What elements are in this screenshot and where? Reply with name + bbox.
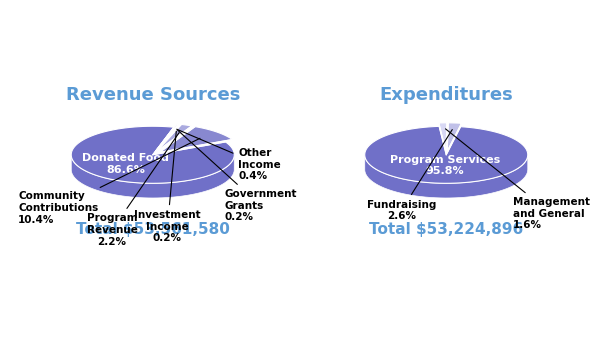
Text: 86.6%: 86.6% [106, 165, 145, 175]
Text: 95.8%: 95.8% [425, 166, 464, 176]
Polygon shape [156, 124, 180, 152]
Polygon shape [159, 127, 232, 152]
Text: Total $53,224,896: Total $53,224,896 [369, 221, 524, 237]
Text: Management
and General
1.6%: Management and General 1.6% [446, 129, 590, 230]
Polygon shape [365, 126, 528, 183]
Text: Other
Income
0.4%: Other Income 0.4% [177, 129, 281, 181]
Text: Fundraising
2.6%: Fundraising 2.6% [367, 130, 452, 221]
Text: Program
Revenue
2.2%: Program Revenue 2.2% [86, 133, 179, 247]
Polygon shape [71, 126, 234, 183]
Polygon shape [447, 123, 461, 151]
Polygon shape [365, 155, 528, 198]
Title: Expenditures: Expenditures [379, 86, 513, 104]
Text: Investment
Income
0.2%: Investment Income 0.2% [134, 131, 201, 244]
Polygon shape [155, 124, 179, 152]
Text: Donated Food: Donated Food [82, 153, 169, 163]
Text: Total $53,561,580: Total $53,561,580 [76, 221, 229, 237]
Polygon shape [156, 125, 192, 152]
Text: Community
Contributions
10.4%: Community Contributions 10.4% [18, 138, 200, 225]
Text: Government
Grants
0.2%: Government Grants 0.2% [178, 130, 297, 222]
Polygon shape [439, 123, 447, 151]
Title: Revenue Sources: Revenue Sources [65, 86, 240, 104]
Text: Program Services: Program Services [390, 155, 500, 165]
Polygon shape [156, 124, 181, 152]
Polygon shape [71, 155, 234, 198]
